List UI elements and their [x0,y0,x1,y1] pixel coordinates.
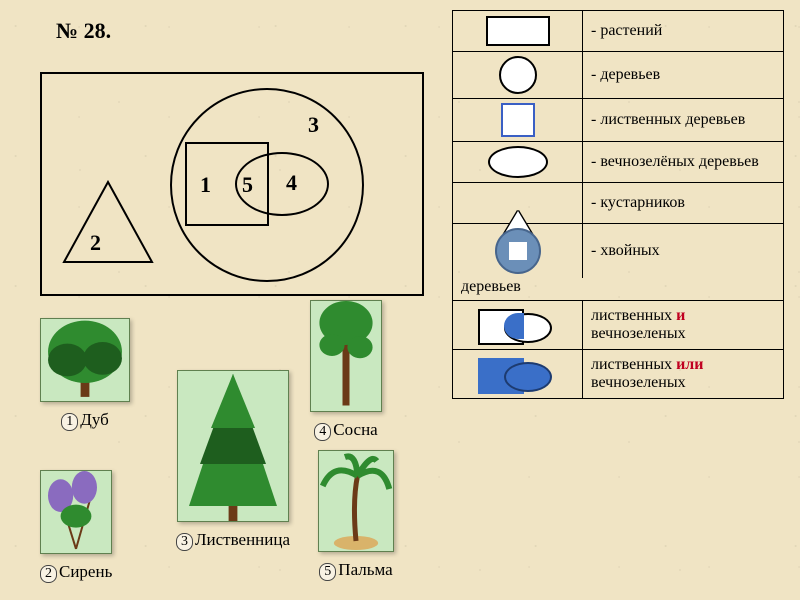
region-label-3: 3 [308,112,319,138]
legend-row-1: - деревьев [453,51,783,98]
plant-lilac: 2Сирень [40,470,112,583]
legend-text-5: - хвойных [583,238,783,264]
legend-symbol-union [453,350,583,398]
legend-symbol-circle [453,52,583,98]
legend-text-2: - лиственных деревьев [583,107,783,133]
euler-diagram: 1 2 3 4 5 [40,72,420,292]
plant-larch: 3Лиственница [176,370,290,551]
plant-larch-icon [177,370,289,522]
legend-text-6: лиственных и вечнозеленых [583,303,783,348]
plant-oak-icon [40,318,130,402]
legend-row-4: - кустарников [453,182,783,223]
legend-symbol-square [453,99,583,141]
legend-row-2: - лиственных деревьев [453,98,783,141]
legend-row-6: лиственных и вечнозеленых [453,300,783,349]
region-label-4: 4 [286,170,297,196]
legend-table: - растений - деревьев - лиственных деревье… [452,10,784,399]
plant-pine: 4Сосна [310,300,382,441]
plant-palm-icon [318,450,394,552]
legend-text-1: - деревьев [583,62,783,88]
plant-oak: 1Дуб [40,318,130,431]
region-label-2: 2 [90,230,101,256]
legend-text-4: - кустарников [583,190,783,216]
legend-text-0: - растений [583,18,783,44]
legend-text-3: - вечнозелёных деревьев [583,149,783,175]
plant-oak-label: 1Дуб [40,410,130,431]
legend-symbol-conifer [453,224,583,278]
legend-symbol-triangle [453,183,583,223]
legend-symbol-ellipse [453,142,583,182]
plant-pine-label: 4Сосна [310,420,382,441]
plant-lilac-label: 2Сирень [40,562,112,583]
exercise-number: № 28. [56,18,111,44]
legend-row-0: - растений [453,11,783,51]
plant-palm: 5Пальма [318,450,394,581]
plant-larch-label: 3Лиственница [176,530,290,551]
legend-symbol-intersection [453,301,583,349]
legend-text-7: лиственных или вечнозеленых [583,352,783,397]
legend-symbol-rect [453,11,583,51]
legend-row-3: - вечнозелёных деревьев [453,141,783,182]
region-label-1: 1 [200,172,211,198]
plant-pine-icon [310,300,382,412]
plant-gallery: 1Дуб 2Сирень 3Лиственница 4Сосна 5Пальма [40,300,460,590]
plant-palm-label: 5Пальма [318,560,394,581]
plant-lilac-icon [40,470,112,554]
legend-row-5: - хвойных деревьев [453,223,783,300]
legend-row-7: лиственных или вечнозеленых [453,349,783,398]
set-shrubs-triangle [60,180,156,266]
region-label-5: 5 [242,172,253,198]
legend-text-5-below: деревьев [453,278,783,300]
